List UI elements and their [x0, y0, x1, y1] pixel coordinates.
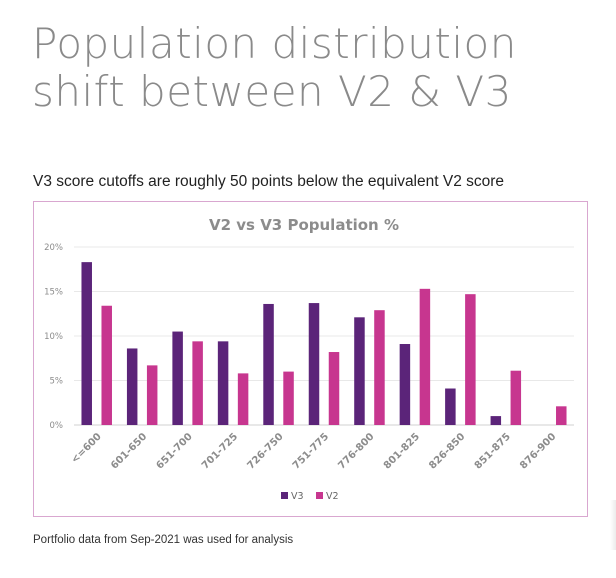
bar-v2	[465, 294, 476, 425]
x-tick-label: <=600	[69, 431, 103, 465]
x-tick-label: 701-725	[200, 431, 240, 471]
chart-container: V2 vs V3 Population % 0% 5% 10% 15% 20% <=60…	[33, 201, 588, 517]
bar-v3	[490, 416, 502, 425]
y-axis-ticks: 0% 5% 10% 15% 20%	[44, 243, 63, 431]
legend: V3 V2	[281, 491, 339, 502]
bar-v3	[126, 348, 138, 425]
legend-label-v3: V3	[291, 491, 304, 502]
bar-v3	[263, 303, 274, 425]
x-tick-label: 776-800	[336, 431, 376, 471]
x-tick-label: 601-650	[109, 431, 149, 471]
y-tick-label: 15%	[44, 288, 63, 298]
bar-v2	[146, 365, 158, 425]
slide-title-line-2: shift between V2 & V3	[32, 67, 512, 116]
slide-title-line-1: Population distribution	[32, 19, 517, 68]
footnote: Portfolio data from Sep-2021 was used fo…	[33, 534, 294, 546]
bar-v3	[217, 341, 229, 425]
legend-label-v2: V2	[326, 491, 339, 502]
bars	[81, 262, 567, 425]
bar-v2	[328, 352, 340, 425]
bar-v3	[172, 331, 183, 425]
y-tick-label: 10%	[44, 332, 63, 342]
bar-v2	[374, 310, 385, 425]
bar-v2	[283, 371, 294, 425]
bar-v2	[237, 373, 249, 425]
bar-v3	[81, 262, 92, 425]
x-axis-ticks: <=600 601-650 651-700 701-725 726-750 751-775…	[69, 431, 558, 471]
x-tick-label: 826-850	[427, 431, 467, 471]
x-tick-label: 651-700	[155, 431, 195, 471]
y-tick-label: 0%	[50, 421, 64, 431]
y-tick-label: 20%	[44, 243, 63, 253]
bar-v2	[419, 288, 431, 425]
slide-subtitle: V3 score cutoffs are roughly 50 points b…	[33, 173, 505, 190]
x-tick-label: 876-900	[518, 431, 558, 471]
bar-v3	[308, 303, 320, 425]
legend-swatch-v2	[316, 492, 323, 499]
x-tick-label: 801-825	[382, 431, 422, 471]
bar-v2	[510, 370, 522, 425]
edge-shadow	[610, 500, 616, 550]
bar-v2	[192, 341, 203, 425]
bar-v2	[556, 406, 567, 425]
bar-chart: V2 vs V3 Population % 0% 5% 10% 15% 20% <=60…	[44, 216, 574, 502]
slide-title: Population distribution shift between V2…	[32, 20, 592, 116]
chart-title: V2 vs V3 Population %	[209, 216, 399, 234]
legend-swatch-v3	[281, 492, 288, 499]
x-tick-label: 751-775	[291, 431, 331, 471]
bar-v3	[354, 317, 365, 425]
bar-v3	[445, 388, 456, 425]
bar-v3	[399, 344, 411, 425]
x-tick-label: 851-875	[473, 431, 513, 471]
bar-v2	[101, 305, 112, 425]
x-tick-label: 726-750	[245, 431, 285, 471]
y-tick-label: 5%	[50, 377, 64, 387]
